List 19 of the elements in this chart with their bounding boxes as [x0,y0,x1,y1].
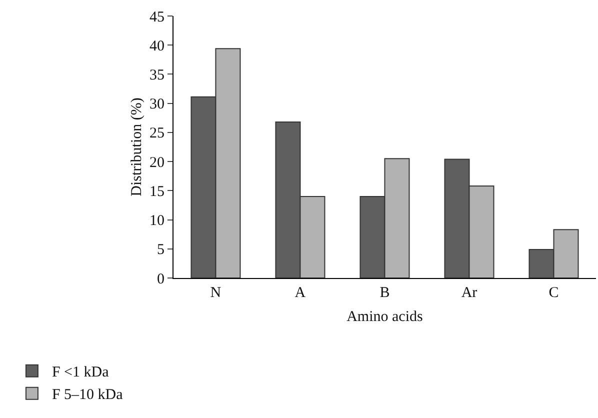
y-axis-title: Distribution (%) [128,98,145,196]
y-tick-label: 25 [149,126,164,142]
x-axis-title: Amino acids [346,309,424,325]
y-tick-label: 30 [149,96,164,113]
legend-label: F 5–10 kDa [52,387,124,404]
x-tick-label: C [548,285,559,301]
y-tick-label: 10 [149,213,164,230]
x-tick-label: B [380,285,390,301]
y-tick-label: 35 [149,67,164,84]
y-tick-label: 5 [156,242,164,258]
y-tick-label: 45 [149,9,164,26]
x-tick-label: A [294,285,306,301]
x-tick-label: Ar [461,285,478,301]
x-tick-label: N [210,285,222,301]
legend-label: F <1 kDa [52,364,110,381]
y-tick-label: 40 [149,38,164,54]
y-tick-label: 0 [156,271,164,288]
y-tick-label: 15 [149,184,164,200]
y-tick-label: 20 [149,154,164,171]
